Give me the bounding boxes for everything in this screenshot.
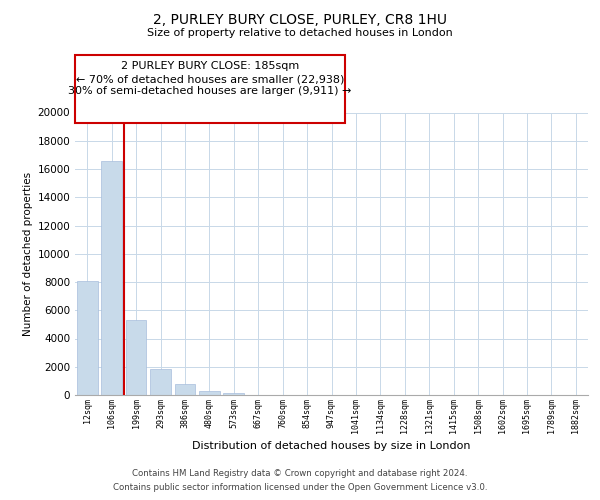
Text: 30% of semi-detached houses are larger (9,911) →: 30% of semi-detached houses are larger (… bbox=[68, 86, 352, 96]
Y-axis label: Number of detached properties: Number of detached properties bbox=[23, 172, 33, 336]
Text: Contains public sector information licensed under the Open Government Licence v3: Contains public sector information licen… bbox=[113, 484, 487, 492]
Bar bbox=[175, 384, 196, 395]
Text: 2, PURLEY BURY CLOSE, PURLEY, CR8 1HU: 2, PURLEY BURY CLOSE, PURLEY, CR8 1HU bbox=[153, 12, 447, 26]
Bar bbox=[223, 392, 244, 395]
Text: Size of property relative to detached houses in London: Size of property relative to detached ho… bbox=[147, 28, 453, 38]
Bar bbox=[77, 280, 98, 395]
Bar bbox=[101, 160, 122, 395]
Text: ← 70% of detached houses are smaller (22,938): ← 70% of detached houses are smaller (22… bbox=[76, 74, 344, 84]
X-axis label: Distribution of detached houses by size in London: Distribution of detached houses by size … bbox=[192, 441, 471, 451]
Text: 2 PURLEY BURY CLOSE: 185sqm: 2 PURLEY BURY CLOSE: 185sqm bbox=[121, 61, 299, 71]
Bar bbox=[150, 369, 171, 395]
Bar bbox=[199, 391, 220, 395]
Text: Contains HM Land Registry data © Crown copyright and database right 2024.: Contains HM Land Registry data © Crown c… bbox=[132, 468, 468, 477]
Bar bbox=[125, 320, 146, 395]
